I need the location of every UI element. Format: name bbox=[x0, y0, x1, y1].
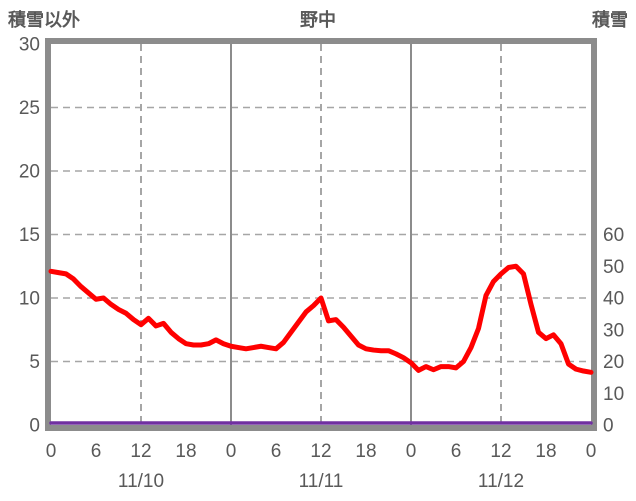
right-axis-tick-40: 40 bbox=[603, 289, 624, 310]
right-axis-tick-50: 50 bbox=[603, 257, 624, 278]
left-axis-tick-30: 30 bbox=[19, 35, 40, 56]
right-axis-title: 積雪 bbox=[592, 10, 628, 30]
x-axis-hour-tick-5: 6 bbox=[271, 441, 282, 462]
x-axis-hour-tick-12: 0 bbox=[586, 441, 597, 462]
x-axis-hour-tick-6: 12 bbox=[310, 441, 331, 462]
x-axis-hour-tick-4: 0 bbox=[226, 441, 237, 462]
x-axis-date-label-1: 11/11 bbox=[299, 471, 344, 492]
x-axis-hour-tick-9: 6 bbox=[451, 441, 462, 462]
x-axis-hour-tick-0: 0 bbox=[46, 441, 57, 462]
left-axis-tick-20: 20 bbox=[19, 162, 40, 183]
left-axis-tick-5: 5 bbox=[29, 352, 40, 373]
left-axis-tick-25: 25 bbox=[19, 98, 40, 119]
left-axis-tick-10: 10 bbox=[19, 289, 40, 310]
x-axis-hour-tick-11: 18 bbox=[535, 441, 556, 462]
series-line-other-than-snow bbox=[48, 263, 594, 375]
chart-title: 野中 bbox=[300, 10, 336, 30]
x-axis-date-label-0: 11/10 bbox=[118, 471, 164, 492]
plot-border bbox=[45, 38, 597, 431]
x-axis-hour-tick-2: 12 bbox=[130, 441, 151, 462]
x-axis-hour-tick-3: 18 bbox=[175, 441, 196, 462]
right-axis-tick-30: 30 bbox=[603, 320, 624, 341]
x-axis-date-label-2: 11/12 bbox=[478, 471, 524, 492]
left-axis-title: 積雪以外 bbox=[8, 10, 80, 30]
right-axis-tick-0: 0 bbox=[603, 416, 614, 437]
right-axis-tick-60: 60 bbox=[603, 225, 624, 246]
left-axis-tick-15: 15 bbox=[19, 225, 40, 246]
right-axis-tick-20: 20 bbox=[603, 352, 624, 373]
x-axis-hour-tick-8: 0 bbox=[406, 441, 417, 462]
x-axis-hour-tick-10: 12 bbox=[490, 441, 511, 462]
right-axis-tick-10: 10 bbox=[603, 384, 624, 405]
left-axis-tick-0: 0 bbox=[29, 416, 40, 437]
x-axis-hour-tick-1: 6 bbox=[91, 441, 102, 462]
x-axis-hour-tick-7: 18 bbox=[355, 441, 376, 462]
